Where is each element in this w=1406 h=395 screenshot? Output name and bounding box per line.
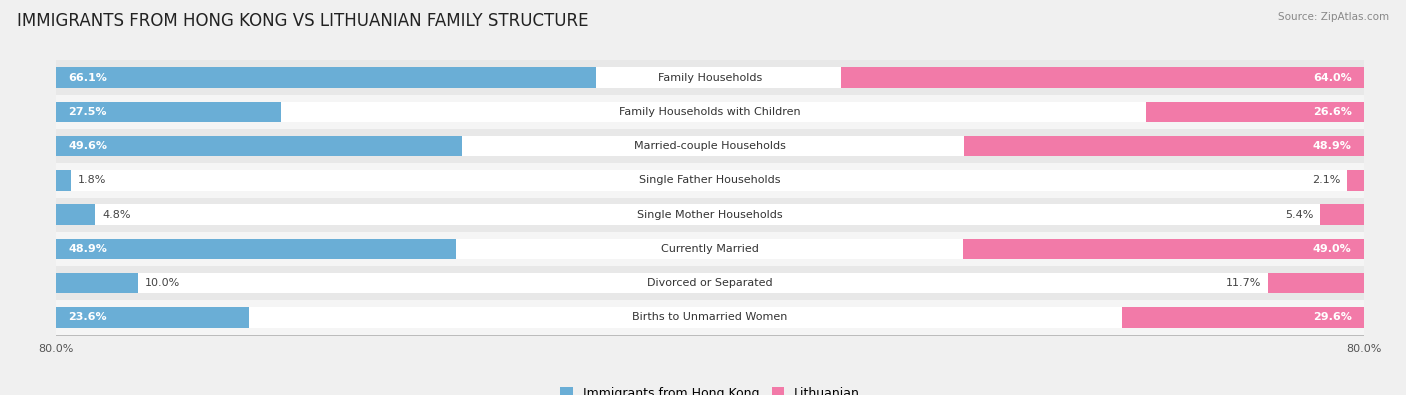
Text: 26.6%: 26.6% bbox=[1313, 107, 1351, 117]
Text: 27.5%: 27.5% bbox=[69, 107, 107, 117]
Text: 48.9%: 48.9% bbox=[1313, 141, 1351, 151]
Bar bbox=[56, 170, 70, 191]
Text: Currently Married: Currently Married bbox=[661, 244, 759, 254]
Text: Married-couple Households: Married-couple Households bbox=[634, 141, 786, 151]
Bar bbox=[56, 273, 1364, 293]
Bar bbox=[56, 102, 281, 122]
Bar bbox=[963, 239, 1364, 259]
Text: 48.9%: 48.9% bbox=[69, 244, 107, 254]
Text: 11.7%: 11.7% bbox=[1226, 278, 1261, 288]
Text: 29.6%: 29.6% bbox=[1313, 312, 1351, 322]
Bar bbox=[1320, 204, 1364, 225]
Bar bbox=[56, 102, 1364, 122]
Bar bbox=[56, 204, 1364, 225]
Bar bbox=[56, 307, 1364, 328]
Bar bbox=[56, 266, 1364, 300]
Text: Family Households: Family Households bbox=[658, 73, 762, 83]
Text: Single Father Households: Single Father Households bbox=[640, 175, 780, 185]
Bar bbox=[1146, 102, 1364, 122]
Bar bbox=[56, 307, 249, 328]
Bar bbox=[56, 136, 1364, 156]
Text: 1.8%: 1.8% bbox=[77, 175, 105, 185]
Text: 10.0%: 10.0% bbox=[145, 278, 180, 288]
Text: 5.4%: 5.4% bbox=[1285, 210, 1313, 220]
Bar bbox=[56, 239, 456, 259]
Text: 49.6%: 49.6% bbox=[69, 141, 107, 151]
Bar bbox=[56, 163, 1364, 198]
Bar bbox=[56, 170, 1364, 191]
Bar bbox=[841, 67, 1364, 88]
Bar bbox=[56, 136, 461, 156]
Legend: Immigrants from Hong Kong, Lithuanian: Immigrants from Hong Kong, Lithuanian bbox=[555, 382, 865, 395]
Text: 23.6%: 23.6% bbox=[69, 312, 107, 322]
Text: IMMIGRANTS FROM HONG KONG VS LITHUANIAN FAMILY STRUCTURE: IMMIGRANTS FROM HONG KONG VS LITHUANIAN … bbox=[17, 12, 588, 30]
Text: 66.1%: 66.1% bbox=[69, 73, 107, 83]
Text: Births to Unmarried Women: Births to Unmarried Women bbox=[633, 312, 787, 322]
Bar bbox=[56, 129, 1364, 163]
Text: 2.1%: 2.1% bbox=[1312, 175, 1340, 185]
Bar bbox=[56, 60, 1364, 95]
Bar bbox=[1268, 273, 1364, 293]
Bar bbox=[1122, 307, 1364, 328]
Bar bbox=[56, 232, 1364, 266]
Bar bbox=[56, 95, 1364, 129]
Bar bbox=[1347, 170, 1364, 191]
Bar bbox=[56, 67, 1364, 88]
Bar bbox=[56, 273, 138, 293]
Bar bbox=[56, 204, 96, 225]
Bar bbox=[56, 239, 1364, 259]
Text: 4.8%: 4.8% bbox=[103, 210, 131, 220]
Bar bbox=[56, 67, 596, 88]
Bar bbox=[965, 136, 1364, 156]
Text: Single Mother Households: Single Mother Households bbox=[637, 210, 783, 220]
Text: Family Households with Children: Family Households with Children bbox=[619, 107, 801, 117]
Text: 49.0%: 49.0% bbox=[1313, 244, 1351, 254]
Text: Source: ZipAtlas.com: Source: ZipAtlas.com bbox=[1278, 12, 1389, 22]
Bar bbox=[56, 300, 1364, 335]
Bar bbox=[56, 198, 1364, 232]
Text: Divorced or Separated: Divorced or Separated bbox=[647, 278, 773, 288]
Text: 64.0%: 64.0% bbox=[1313, 73, 1351, 83]
